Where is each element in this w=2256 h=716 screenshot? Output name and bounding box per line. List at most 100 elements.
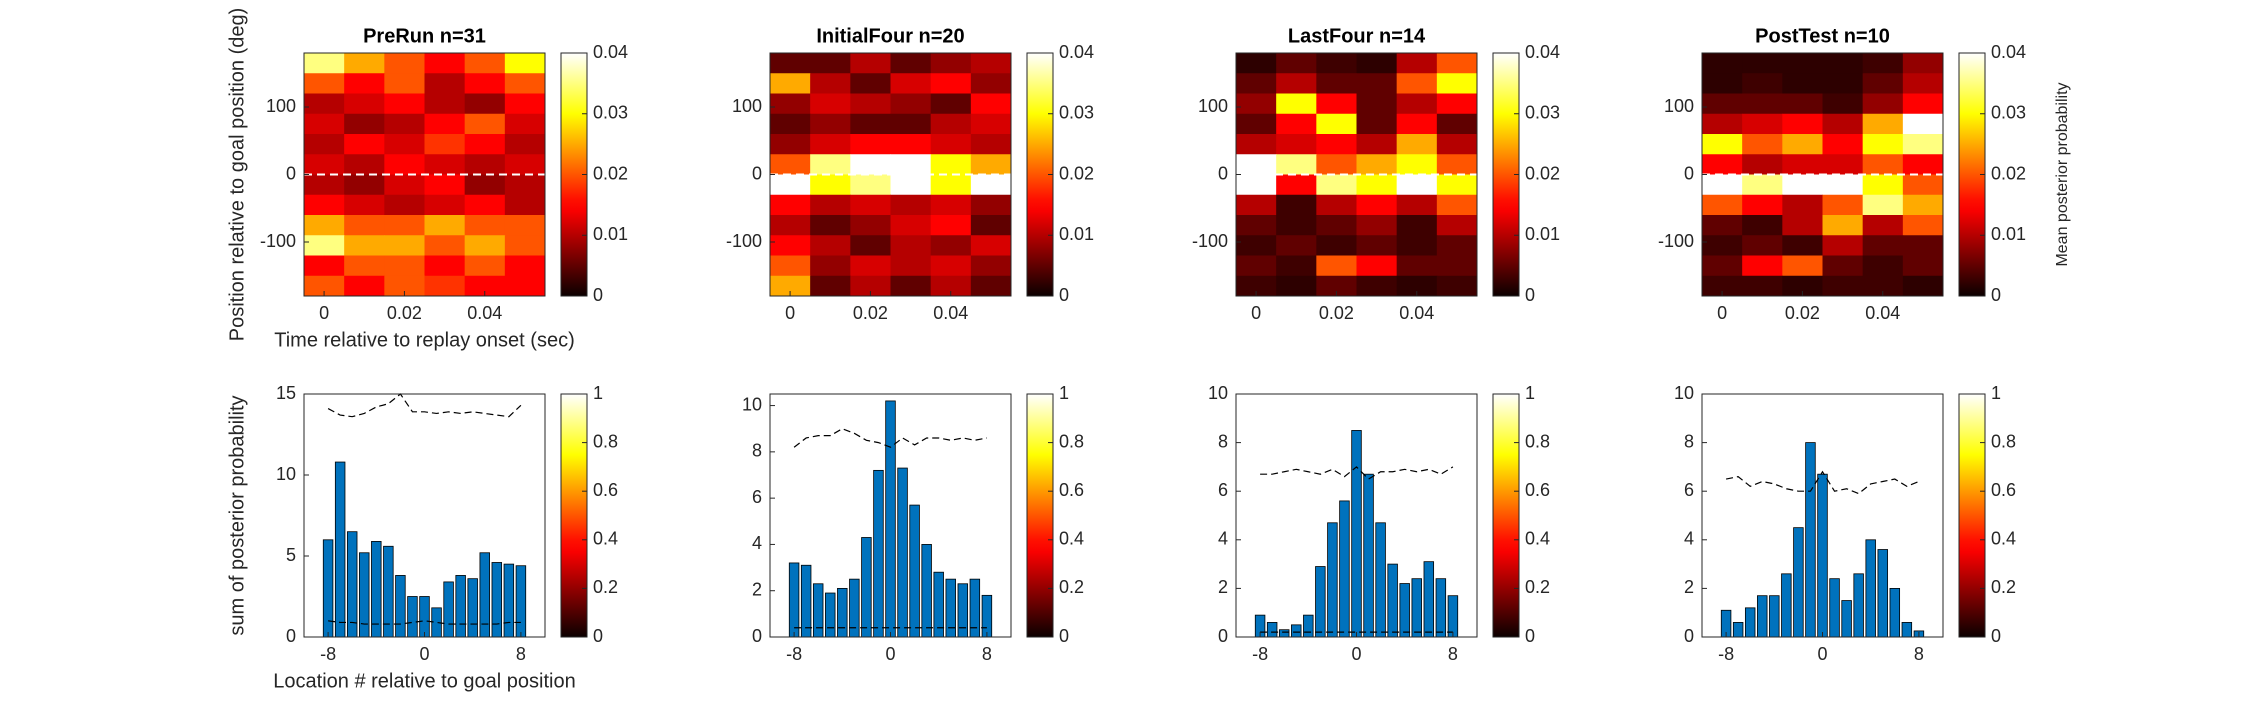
heatmap-cell <box>1276 73 1317 94</box>
x-tick-label: 8 <box>982 644 992 664</box>
heatmap-cell <box>1436 174 1478 196</box>
heatmap-cell <box>1236 235 1277 256</box>
heatmap-cell <box>1316 93 1357 115</box>
colorbar-tick-label: 0.01 <box>1991 224 2026 244</box>
heatmap-cell <box>1356 235 1398 256</box>
heatmap-cell <box>304 255 345 277</box>
bar <box>1829 578 1840 638</box>
heatmap-cell <box>344 154 385 175</box>
colorbar-tick-label: 1 <box>1525 383 1535 403</box>
heatmap-cell <box>384 154 425 175</box>
heatmap-cell <box>1862 215 1904 236</box>
heatmap-cell <box>890 154 932 175</box>
heatmap-cell <box>1316 235 1357 256</box>
heatmap-cell <box>1702 275 1743 297</box>
heatmap-cell <box>1742 235 1783 256</box>
colorbar-tick-label: 0.04 <box>593 42 628 62</box>
x-tick-label: 0 <box>785 303 795 323</box>
heatmap-cell <box>1356 255 1398 277</box>
heatmap-cell <box>1782 194 1823 216</box>
heatmap-cell <box>850 154 891 175</box>
y-tick-label: 10 <box>1208 383 1228 403</box>
heatmap-cell <box>810 235 851 256</box>
heatmap-cell <box>464 113 506 135</box>
heatmap-cell <box>1742 275 1783 297</box>
heatmap-cell <box>930 275 972 297</box>
heatmap-cell <box>304 93 345 115</box>
heatmap-cell <box>424 73 466 94</box>
colorbar-tick-label: 0.03 <box>1525 103 1560 123</box>
heatmap-cell <box>384 113 425 135</box>
bar <box>1901 622 1913 638</box>
chart-title: PreRun n=31 <box>363 25 486 47</box>
y-tick-label: 4 <box>1218 529 1228 549</box>
y-tick-label: -100 <box>1192 231 1228 251</box>
heatmap-cell <box>890 73 932 94</box>
x-tick-label: -8 <box>320 644 336 664</box>
heatmap-cell <box>930 174 972 196</box>
x-tick-label: -8 <box>1718 644 1734 664</box>
heatmap-cell <box>970 53 1012 74</box>
bar <box>395 575 406 638</box>
y-tick-label: 10 <box>1674 383 1694 403</box>
heatmap-cell <box>890 134 932 155</box>
heatmap-cell <box>810 275 851 297</box>
x-tick-label: 0.02 <box>1319 303 1354 323</box>
heatmap-cell <box>890 255 932 277</box>
heatmap-cell <box>930 215 972 236</box>
y-tick-label: 0 <box>286 163 296 183</box>
heatmap-cell <box>384 53 425 74</box>
colorbar-tick-label: 0.01 <box>1525 224 1560 244</box>
bar <box>1266 622 1278 638</box>
heatmap-cell <box>304 275 345 297</box>
y-tick-label: 8 <box>752 441 762 461</box>
colorbar-tick-label: 0 <box>1059 626 1069 646</box>
bar <box>1351 430 1362 638</box>
heatmap-cell <box>930 194 972 216</box>
heatmap-cell <box>304 154 345 175</box>
chart-title: PostTest n=10 <box>1755 25 1890 47</box>
heatmap-cell <box>304 53 345 74</box>
heatmap-cell <box>1742 174 1783 196</box>
heatmap-cell <box>1822 194 1864 216</box>
heatmap-cell <box>850 215 891 236</box>
heatmap-cell <box>1396 53 1438 74</box>
colorbar-tick-label: 0.04 <box>1991 42 2026 62</box>
heatmap-cell <box>1902 275 1944 297</box>
heatmap-cell <box>1236 275 1277 297</box>
y-tick-label: 6 <box>1684 480 1694 500</box>
x-tick-label: 8 <box>1448 644 1458 664</box>
heatmap-cell <box>344 134 385 155</box>
heatmap-cell <box>464 235 506 256</box>
heatmap-cell <box>1742 134 1783 155</box>
colorbar-tick-label: 0.02 <box>1991 163 2026 183</box>
heatmap-cell <box>504 113 546 135</box>
colorbar-tick-label: 0.8 <box>1991 431 2016 451</box>
heatmap-cell <box>1822 255 1864 277</box>
heatmap-cell <box>1702 255 1743 277</box>
heatmap-cell <box>1316 275 1357 297</box>
bar <box>1781 573 1792 638</box>
colorbar-tick-label: 0 <box>1525 285 1535 305</box>
heatmap-cell <box>1396 275 1438 297</box>
heatmap-cell <box>424 113 466 135</box>
heatmap-cell <box>384 73 425 94</box>
heatmap-cell <box>344 113 385 135</box>
heatmap-cell <box>770 174 811 196</box>
heatmap-cell <box>1436 215 1478 236</box>
colorbar-tick-label: 1 <box>593 383 603 403</box>
x-tick-label: 0.02 <box>1785 303 1820 323</box>
bar <box>1423 561 1435 638</box>
heatmap-cell <box>1862 154 1904 175</box>
heatmap-cell <box>1782 255 1823 277</box>
heatmap-cell <box>770 275 811 297</box>
heatmap-cell <box>1396 255 1438 277</box>
x-tick-label: 0.02 <box>853 303 888 323</box>
colorbar-tick-label: 0.4 <box>593 529 618 549</box>
heatmap-cell <box>1782 93 1823 115</box>
y-tick-label: 100 <box>266 96 296 116</box>
x-tick-label: 0 <box>1351 644 1361 664</box>
heatmap-cell <box>850 53 891 74</box>
heatmap-cell <box>464 154 506 175</box>
heatmap-cell <box>424 93 466 115</box>
